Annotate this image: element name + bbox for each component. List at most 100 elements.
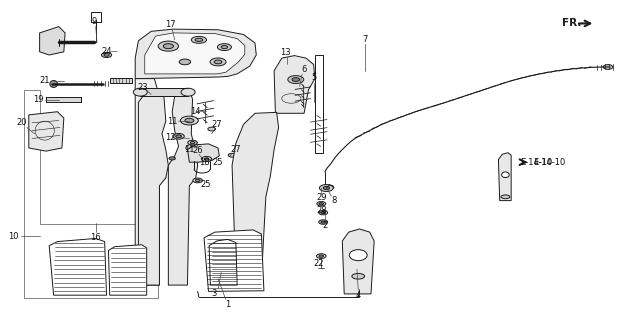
Text: 8: 8 <box>332 196 337 205</box>
Ellipse shape <box>169 157 175 160</box>
Text: E-14-10: E-14-10 <box>534 158 566 167</box>
Text: 11: 11 <box>184 145 195 154</box>
Text: FR.: FR. <box>562 18 582 28</box>
Text: 22: 22 <box>314 259 324 268</box>
Ellipse shape <box>352 273 365 279</box>
Polygon shape <box>188 144 220 162</box>
Ellipse shape <box>141 88 154 94</box>
Polygon shape <box>135 29 256 79</box>
Ellipse shape <box>208 127 216 131</box>
Polygon shape <box>209 239 237 285</box>
Ellipse shape <box>158 41 179 51</box>
Ellipse shape <box>319 203 323 205</box>
Text: 10: 10 <box>8 232 18 241</box>
Text: 12: 12 <box>165 133 175 142</box>
Text: 16: 16 <box>90 233 101 242</box>
Polygon shape <box>499 153 511 201</box>
Text: 9: 9 <box>91 17 97 26</box>
Text: 25: 25 <box>200 180 211 189</box>
Text: 29: 29 <box>316 193 326 202</box>
Text: 5: 5 <box>311 73 316 81</box>
Polygon shape <box>29 112 64 151</box>
Text: 14: 14 <box>191 107 201 115</box>
Ellipse shape <box>228 153 236 157</box>
Ellipse shape <box>317 202 326 206</box>
Ellipse shape <box>210 58 226 66</box>
Polygon shape <box>24 90 157 298</box>
Ellipse shape <box>202 156 212 162</box>
Ellipse shape <box>190 146 198 150</box>
Text: 2: 2 <box>323 221 328 230</box>
Text: 20: 20 <box>17 118 27 127</box>
Text: 25: 25 <box>212 158 223 167</box>
Text: 24: 24 <box>101 47 112 56</box>
Text: 19: 19 <box>33 95 44 104</box>
Text: 21: 21 <box>40 76 50 85</box>
Polygon shape <box>135 79 166 285</box>
Ellipse shape <box>502 172 509 177</box>
Ellipse shape <box>204 158 209 160</box>
Text: 27: 27 <box>211 121 222 129</box>
Bar <box>109 78 132 83</box>
Polygon shape <box>49 238 106 295</box>
Text: 17: 17 <box>165 20 175 29</box>
Polygon shape <box>108 245 147 295</box>
Text: 18: 18 <box>198 158 209 167</box>
Text: 4: 4 <box>356 291 361 300</box>
Text: 28: 28 <box>316 205 326 215</box>
Text: 27: 27 <box>230 145 241 154</box>
Polygon shape <box>204 230 264 291</box>
Text: 7: 7 <box>362 35 367 44</box>
Ellipse shape <box>288 76 304 84</box>
Ellipse shape <box>319 211 328 215</box>
Ellipse shape <box>319 220 328 224</box>
Bar <box>46 97 81 102</box>
Ellipse shape <box>195 38 203 41</box>
Text: 11: 11 <box>167 117 177 126</box>
Ellipse shape <box>221 45 228 49</box>
Ellipse shape <box>173 134 184 139</box>
Bar <box>140 88 188 96</box>
Text: 26: 26 <box>193 146 203 155</box>
Ellipse shape <box>195 179 200 182</box>
Polygon shape <box>168 90 198 285</box>
Ellipse shape <box>191 36 207 43</box>
Ellipse shape <box>101 52 111 58</box>
Ellipse shape <box>179 59 191 65</box>
Bar <box>315 55 323 153</box>
Text: 1: 1 <box>225 300 230 309</box>
Ellipse shape <box>180 116 198 125</box>
Polygon shape <box>145 33 245 74</box>
Ellipse shape <box>190 142 195 144</box>
Ellipse shape <box>163 44 173 49</box>
Polygon shape <box>40 27 65 55</box>
Ellipse shape <box>181 88 195 96</box>
Ellipse shape <box>218 44 232 51</box>
Ellipse shape <box>188 140 197 145</box>
Ellipse shape <box>319 255 323 257</box>
Text: 13: 13 <box>280 48 291 57</box>
Text: 3: 3 <box>211 289 216 298</box>
Text: 23: 23 <box>138 83 148 92</box>
Polygon shape <box>138 90 168 285</box>
Ellipse shape <box>604 65 613 69</box>
Ellipse shape <box>323 186 330 190</box>
Ellipse shape <box>321 221 325 223</box>
Ellipse shape <box>185 118 194 123</box>
Ellipse shape <box>193 178 202 183</box>
Text: 6: 6 <box>301 65 307 74</box>
Ellipse shape <box>175 135 181 138</box>
Polygon shape <box>342 229 374 294</box>
Ellipse shape <box>317 254 326 259</box>
Ellipse shape <box>104 54 109 56</box>
Ellipse shape <box>50 80 58 87</box>
Ellipse shape <box>145 90 151 93</box>
Text: E-14-10: E-14-10 <box>520 158 553 167</box>
Ellipse shape <box>214 60 222 64</box>
Ellipse shape <box>292 78 300 81</box>
Ellipse shape <box>319 184 333 191</box>
Polygon shape <box>274 56 315 113</box>
Ellipse shape <box>501 195 510 199</box>
Polygon shape <box>232 112 278 279</box>
Bar <box>91 12 100 22</box>
